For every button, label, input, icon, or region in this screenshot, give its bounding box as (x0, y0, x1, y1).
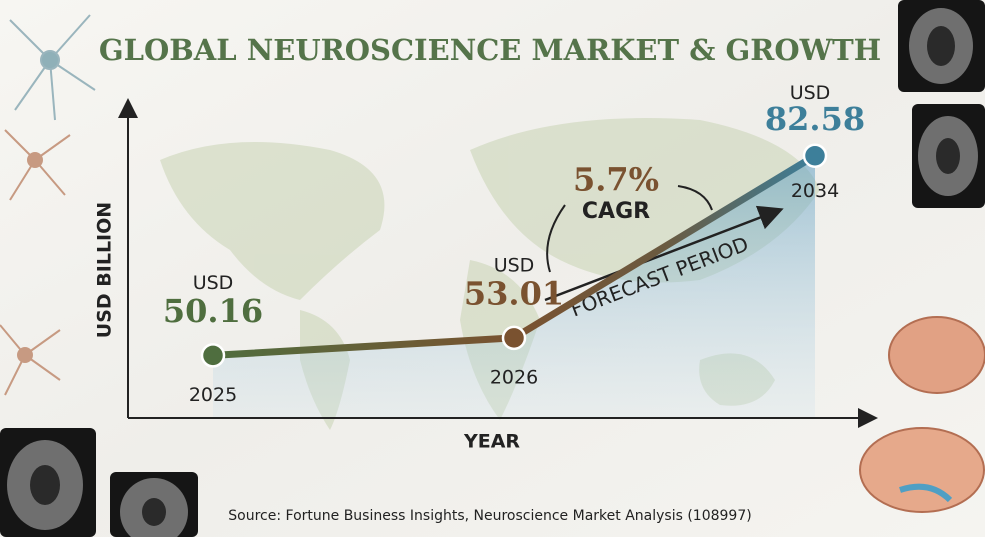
brain-decoration (859, 316, 985, 513)
point (802, 143, 828, 168)
value-label: 82.58 (765, 100, 865, 138)
value-unit: USD (193, 272, 234, 294)
x-axis-label: YEAR (463, 431, 520, 453)
source: Source: Fortune Business Insights, Neuro… (228, 508, 751, 524)
area (213, 155, 815, 418)
cagr-bracket (546, 204, 566, 273)
x-tick-label: 2034 (791, 180, 839, 202)
value-label: 53.01 (464, 274, 564, 312)
value-unit: USD (494, 254, 535, 276)
y-axis-label: USD BILLION (94, 202, 116, 338)
value-label: 50.16 (163, 292, 263, 330)
point (200, 343, 226, 368)
cagr-bracket (677, 185, 713, 211)
point (501, 325, 527, 351)
cagr-value: 5.7% (573, 161, 659, 199)
forecast-arrow (544, 205, 784, 302)
neuron-decoration (0, 14, 96, 396)
value-unit: USD (790, 82, 831, 104)
x-tick-label: 2025 (189, 384, 237, 406)
chart-title: GLOBAL NEUROSCIENCE MARKET & GROWTH (99, 33, 881, 67)
cagr-label: CAGR (582, 199, 650, 224)
x-tick-label: 2026 (490, 366, 538, 388)
